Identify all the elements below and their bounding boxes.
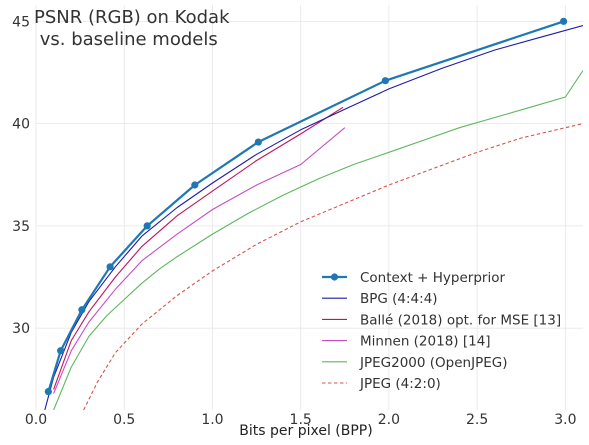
legend-label-2: Ballé (2018) opt. for MSE [13]	[360, 312, 561, 328]
series-5	[83, 123, 583, 410]
y-tick-label-1: 35	[12, 219, 30, 235]
series-line-4	[53, 70, 583, 410]
x-tick-label-6: 3.0	[554, 412, 576, 428]
tick-labels: 0.0 0.5 1.0 1.5 2.0 2.5 3.0 30 35 40 45	[12, 14, 576, 428]
series-0-point-6	[254, 138, 262, 146]
legend-item-4: JPEG2000 (OpenJPEG)	[322, 355, 507, 371]
series-0-point-3	[106, 263, 114, 271]
x-tick-label-0: 0.0	[25, 412, 47, 428]
x-tick-label-3: 1.5	[290, 412, 312, 428]
series-0-point-1	[57, 347, 65, 355]
series-line-5	[83, 123, 583, 410]
legend-item-1: BPG (4:4:4)	[322, 291, 438, 307]
legend-label-3: Minnen (2018) [14]	[360, 334, 491, 350]
series-2	[53, 106, 344, 390]
legend-label-5: JPEG (4:2:0)	[359, 376, 441, 392]
legend-item-2: Ballé (2018) opt. for MSE [13]	[322, 312, 561, 328]
y-tick-label-3: 45	[12, 14, 30, 30]
series-1	[44, 24, 583, 410]
x-tick-label-4: 2.0	[378, 412, 400, 428]
x-tick-label-1: 0.5	[113, 412, 135, 428]
series-4	[53, 70, 583, 410]
y-tick-label-0: 30	[12, 321, 30, 337]
legend-item-5: JPEG (4:2:0)	[322, 376, 441, 392]
series-0-point-0	[44, 387, 52, 396]
legend: Context + Hyperprior BPG (4:4:4) Ballé (20…	[322, 270, 561, 392]
x-axis-label: Bits per pixel (BPP)	[239, 423, 372, 439]
legend-item-0: Context + Hyperprior	[322, 270, 505, 286]
series-0-point-5	[191, 181, 199, 189]
series-3	[53, 127, 346, 394]
legend-label-4: JPEG2000 (OpenJPEG)	[359, 355, 507, 371]
legend-label-0: Context + Hyperprior	[360, 270, 505, 286]
series-0-point-7	[381, 77, 389, 85]
series-0-point-8	[559, 17, 568, 25]
series-0-point-2	[78, 306, 86, 314]
series-line-3	[53, 127, 346, 394]
series-0	[44, 17, 568, 396]
legend-label-1: BPG (4:4:4)	[360, 291, 438, 307]
chart-title-line-2: vs. baseline models	[34, 29, 218, 50]
grid	[35, 5, 583, 410]
series-layer	[44, 17, 583, 410]
series-line-1	[44, 24, 583, 410]
legend-marker-0	[330, 273, 339, 281]
series-line-2	[53, 106, 344, 390]
series-0-point-4	[143, 222, 151, 230]
legend-item-3: Minnen (2018) [14]	[322, 334, 491, 350]
x-tick-label-2: 1.0	[201, 412, 223, 428]
x-tick-label-5: 2.5	[466, 412, 488, 428]
chart-title-line-1: PSNR (RGB) on Kodak	[34, 7, 230, 28]
y-tick-label-2: 40	[12, 117, 30, 133]
